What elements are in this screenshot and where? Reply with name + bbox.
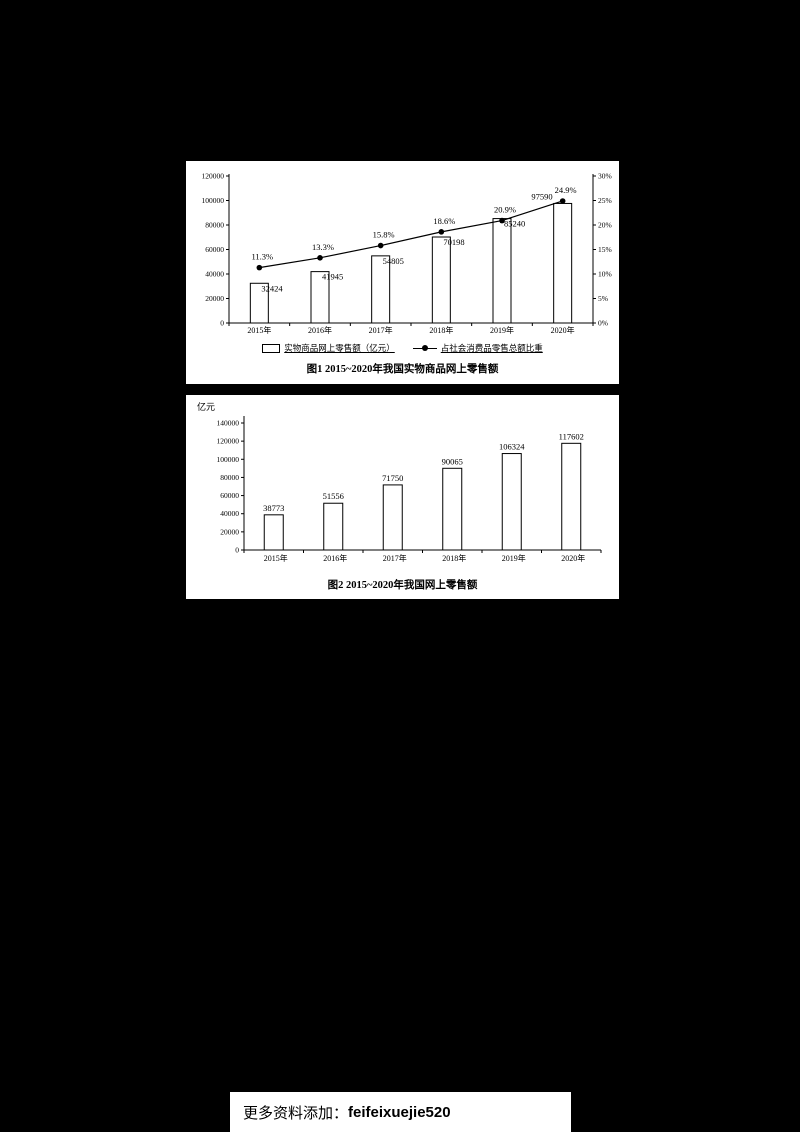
fig1-line-marker [256, 264, 263, 271]
legend-label-bar-series: 实物商品网上零售额（亿元） [284, 343, 395, 353]
legend-item-line-series: 占社会消费品零售总额比重 [412, 342, 543, 354]
footer-strip: 更多资料添加： feifeixuejie520 [230, 1092, 571, 1132]
figure2-y-axis-title: 亿元 [197, 402, 216, 412]
fig1-line-marker [438, 229, 445, 235]
figure1-legend: 实物商品网上零售额（亿元） 占社会消费品零售总额比重 [186, 342, 619, 354]
fig1-left-axis-tick-label: 120000 [202, 172, 225, 181]
fig1-x-category-label: 2017年 [369, 325, 393, 335]
legend-label-line-series: 占社会消费品零售总额比重 [440, 343, 543, 353]
fig2-bar-2015年 [263, 514, 284, 551]
fig1-bar-value-label: 54805 [383, 256, 404, 266]
fig1-right-axis-tick-label: 15% [598, 245, 612, 254]
fig2-bar-2018年 [442, 467, 463, 551]
fig1-bar-2017年 [371, 255, 391, 324]
fig2-bar-2017年 [382, 484, 403, 551]
fig1-bar-2019年 [492, 218, 512, 324]
fig1-left-axis-tick-label: 60000 [205, 245, 224, 254]
fig2-y-axis-tick-label: 120000 [217, 437, 240, 446]
figure2-chart: 0 20000 40000 60000 80000 100000 120000 140000 3… [217, 416, 602, 563]
fig1-right-axis-tick-label: 20% [598, 221, 612, 230]
fig2-bar-value-label: 117602 [559, 431, 584, 441]
fig1-right-axis-tick-label: 5% [598, 294, 608, 303]
fig1-left-axis-tick-label: 0 [220, 319, 224, 328]
fig1-right-axis-tick-label: 30% [598, 172, 612, 181]
fig1-left-axis-tick-label: 80000 [205, 221, 224, 230]
fig1-line-marker [559, 198, 566, 204]
fig1-x-category-label: 2018年 [429, 325, 453, 335]
fig2-bar-2020年 [561, 442, 582, 551]
fig2-bar-2019年 [501, 453, 522, 551]
fig1-line-value-label: 11.3% [252, 252, 274, 262]
fig2-x-category-label: 2018年 [442, 553, 466, 563]
fig2-y-axis-tick-label: 20000 [220, 527, 239, 536]
fig1-bar-2018年 [431, 236, 451, 324]
figure1-panel: 0 20000 40000 60000 80000 100000 120000 0% 5% 10%… [185, 160, 620, 385]
fig1-bar-value-label: 41945 [322, 272, 343, 282]
fig2-x-category-label: 2017年 [383, 553, 407, 563]
legend-item-bar-series: 实物商品网上零售额（亿元） [262, 342, 395, 354]
fig1-line-value-label: 24.9% [555, 185, 577, 195]
fig1-line-value-label: 15.8% [373, 230, 395, 240]
fig1-left-axis-tick-label: 100000 [202, 196, 225, 205]
fig2-y-axis-tick-label: 140000 [217, 419, 240, 428]
fig1-x-category-label: 2019年 [490, 325, 514, 335]
fig2-y-axis-tick-label: 80000 [220, 473, 239, 482]
fig1-line-value-label: 13.3% [312, 242, 334, 252]
fig1-right-axis-tick-label: 25% [598, 196, 612, 205]
fig2-y-axis-tick-label: 0 [235, 546, 239, 555]
bar-swatch-icon [262, 343, 281, 353]
fig2-bar-value-label: 106324 [499, 442, 525, 452]
fig2-bar-value-label: 71750 [382, 473, 403, 483]
fig1-x-category-label: 2020年 [551, 325, 575, 335]
fig1-bar-2015年 [249, 282, 269, 324]
footer-label: 更多资料添加： [243, 1105, 349, 1122]
fig1-line-value-label: 18.6% [433, 216, 455, 226]
fig2-bar-value-label: 51556 [323, 491, 344, 501]
fig1-bar-value-label: 85240 [504, 219, 525, 229]
fig1-x-category-label: 2016年 [308, 325, 332, 335]
fig1-ratio-line [259, 200, 563, 269]
fig1-line-marker [499, 217, 505, 224]
fig1-bar-value-label: 70198 [443, 237, 464, 247]
fig1-left-axis-tick-label: 20000 [205, 294, 224, 303]
fig2-x-category-label: 2015年 [264, 553, 288, 563]
fig1-bar-value-label: 32424 [261, 283, 283, 293]
fig1-line-value-label: 20.9% [494, 205, 516, 215]
footer-contact-id: feifeixuejie520 [348, 1103, 451, 1121]
fig1-bar-2016年 [310, 271, 330, 324]
fig1-bar-value-label: 97590 [531, 191, 552, 201]
fig2-x-category-label: 2016年 [323, 553, 347, 563]
fig2-bar-2016年 [323, 502, 344, 551]
fig1-right-axis-tick-label: 0% [598, 319, 608, 328]
figure1-caption: 图1 2015~2020年我国实物商品网上零售额 [306, 364, 499, 375]
figure1-chart: 0 20000 40000 60000 80000 100000 120000 0% 5% 10%… [202, 172, 612, 336]
figure2-panel: 亿元 0 20000 40000 60000 80000 100000 120000 1400… [185, 394, 620, 600]
fig2-bar-value-label: 90065 [442, 456, 463, 466]
fig1-line-marker [377, 242, 384, 249]
fig2-y-axis-tick-label: 60000 [220, 491, 239, 500]
fig1-x-category-label: 2015年 [247, 325, 271, 335]
fig1-right-axis-tick-label: 10% [598, 270, 612, 279]
fig1-bar-2020年 [553, 202, 573, 324]
fig2-y-axis-tick-label: 40000 [220, 509, 239, 518]
line-dot-swatch-icon [412, 345, 437, 352]
fig2-x-category-label: 2020年 [561, 553, 585, 563]
fig1-left-axis-tick-label: 40000 [205, 270, 224, 279]
figure2-caption: 图2 2015~2020年我国网上零售额 [327, 580, 478, 591]
fig2-x-category-label: 2019年 [502, 553, 526, 563]
fig2-bar-value-label: 38773 [263, 503, 284, 513]
fig2-y-axis-tick-label: 100000 [217, 455, 240, 464]
fig1-line-marker [317, 255, 323, 261]
